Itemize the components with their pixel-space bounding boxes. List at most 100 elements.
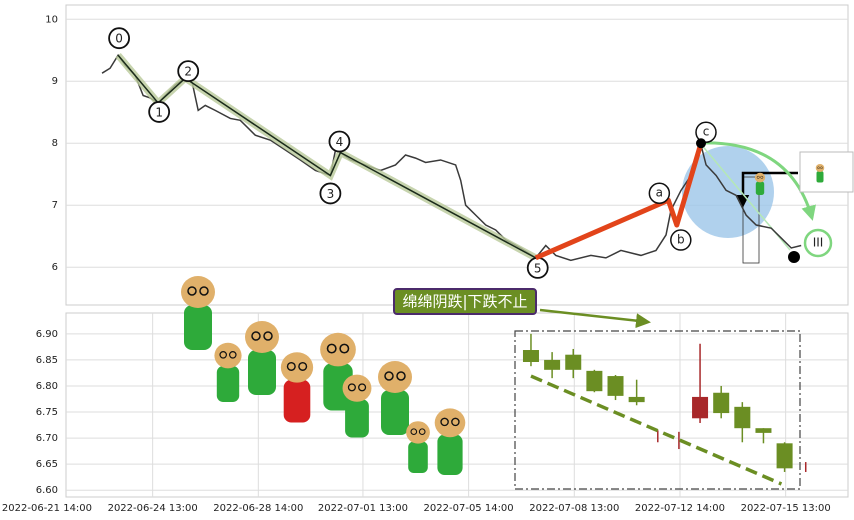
sticker-eye [358, 383, 367, 392]
wave-marker [108, 27, 130, 50]
sticker-eye [251, 331, 261, 341]
sticker-body [437, 434, 463, 475]
stickers [181, 164, 825, 475]
x-tick-label: 2022-07-05 14:00 [424, 503, 514, 514]
abc-label: c [703, 125, 710, 139]
sticker-body [381, 390, 409, 435]
sticker-body [248, 350, 276, 395]
sticker-eye [263, 331, 273, 341]
sticker-head [181, 276, 215, 308]
wave-marker [177, 60, 200, 83]
sticker-eye [347, 383, 356, 392]
c-dot [696, 138, 707, 149]
x-tick-label: 2022-07-12 14:00 [635, 503, 725, 514]
sticker-body [345, 399, 369, 438]
candle-body [522, 350, 539, 362]
wave-label: 2 [184, 65, 192, 79]
sticker-eye [820, 166, 823, 169]
sticker-eye [760, 175, 764, 179]
sticker-eye [396, 371, 406, 381]
y-tick-label: 6.75 [36, 407, 58, 418]
x-tick-label: 2022-06-21 14:00 [2, 503, 92, 514]
wave-marker [328, 130, 351, 153]
abc-label: b [677, 233, 685, 247]
sticker-body [184, 305, 212, 350]
wave-label: 1 [155, 105, 163, 119]
y-tick-label: 6.90 [36, 329, 58, 340]
candle-body [734, 406, 751, 429]
marker-label: III [813, 236, 824, 250]
sticker-eye [298, 361, 308, 371]
sticker-head [434, 408, 466, 438]
sticker-eye [199, 286, 209, 296]
marker-circle [803, 228, 833, 258]
sticker-body [323, 363, 353, 411]
x-tick-label: 2022-07-08 13:00 [529, 503, 619, 514]
sticker-eye [756, 175, 760, 179]
y-tick-label: 6.60 [36, 485, 58, 496]
candle-body [607, 376, 624, 396]
sticker-eye [440, 417, 449, 427]
sticker-eye [187, 286, 197, 296]
annotation-box [393, 288, 537, 315]
abc-marker [695, 121, 717, 143]
wave-label: 3 [327, 187, 335, 201]
sticker-head [815, 164, 825, 172]
y-tick-label: 7 [52, 200, 58, 211]
y-tick-label: 6.65 [36, 459, 58, 470]
sticker-eye [410, 428, 418, 436]
y-tick-label: 9 [52, 76, 58, 87]
sticker-head [320, 332, 356, 367]
sticker [378, 361, 412, 435]
abc-marker [648, 182, 671, 204]
sticker-head [342, 374, 372, 402]
candle-body [628, 396, 645, 403]
wave-label: 4 [336, 135, 344, 149]
candle-body [692, 396, 709, 419]
wave-line [117, 54, 537, 259]
sticker [754, 172, 766, 195]
sticker-eye [451, 417, 460, 427]
annotation: 绵绵阴跌|下跌不止 [402, 293, 527, 311]
candle-body [713, 392, 730, 414]
sticker [320, 332, 356, 411]
x-tick-label: 2022-07-01 13:00 [318, 503, 408, 514]
sticker-head [754, 172, 766, 183]
candle-body [586, 370, 603, 392]
sticker-head [245, 321, 279, 353]
sticker-head [406, 421, 430, 444]
y-tick-label: 6.70 [36, 433, 58, 444]
sticker-eye [817, 166, 820, 169]
sticker [214, 342, 242, 402]
sticker-eye [384, 371, 394, 381]
candle-body [544, 359, 561, 370]
sticker [245, 321, 279, 395]
sticker [406, 421, 430, 473]
x-tick-label: 2022-06-24 13:00 [108, 503, 198, 514]
wave-band [115, 52, 538, 261]
sticker [181, 276, 215, 350]
sticker-body [755, 181, 765, 195]
sticker-body [216, 366, 240, 402]
y-tick-label: 6.80 [36, 381, 58, 392]
abc-label: a [656, 186, 663, 200]
sticker-head [378, 361, 412, 393]
sticker-eye [286, 361, 296, 371]
sticker [815, 164, 825, 183]
wave-marker [319, 182, 342, 205]
abc-line [534, 142, 704, 261]
abc-marker [670, 229, 692, 251]
candle-body [755, 428, 772, 433]
trend-line [530, 374, 783, 486]
x-tick-label: 2022-06-28 14:00 [213, 503, 303, 514]
wave-label: 0 [115, 32, 123, 46]
sticker [280, 352, 314, 423]
candle-body [565, 354, 582, 370]
sticker [434, 408, 466, 475]
sticker-eye [339, 343, 350, 354]
y-tick-label: 6.85 [36, 355, 58, 366]
candle-body [776, 443, 793, 469]
sticker-head [214, 342, 242, 369]
sticker-head [280, 352, 314, 383]
